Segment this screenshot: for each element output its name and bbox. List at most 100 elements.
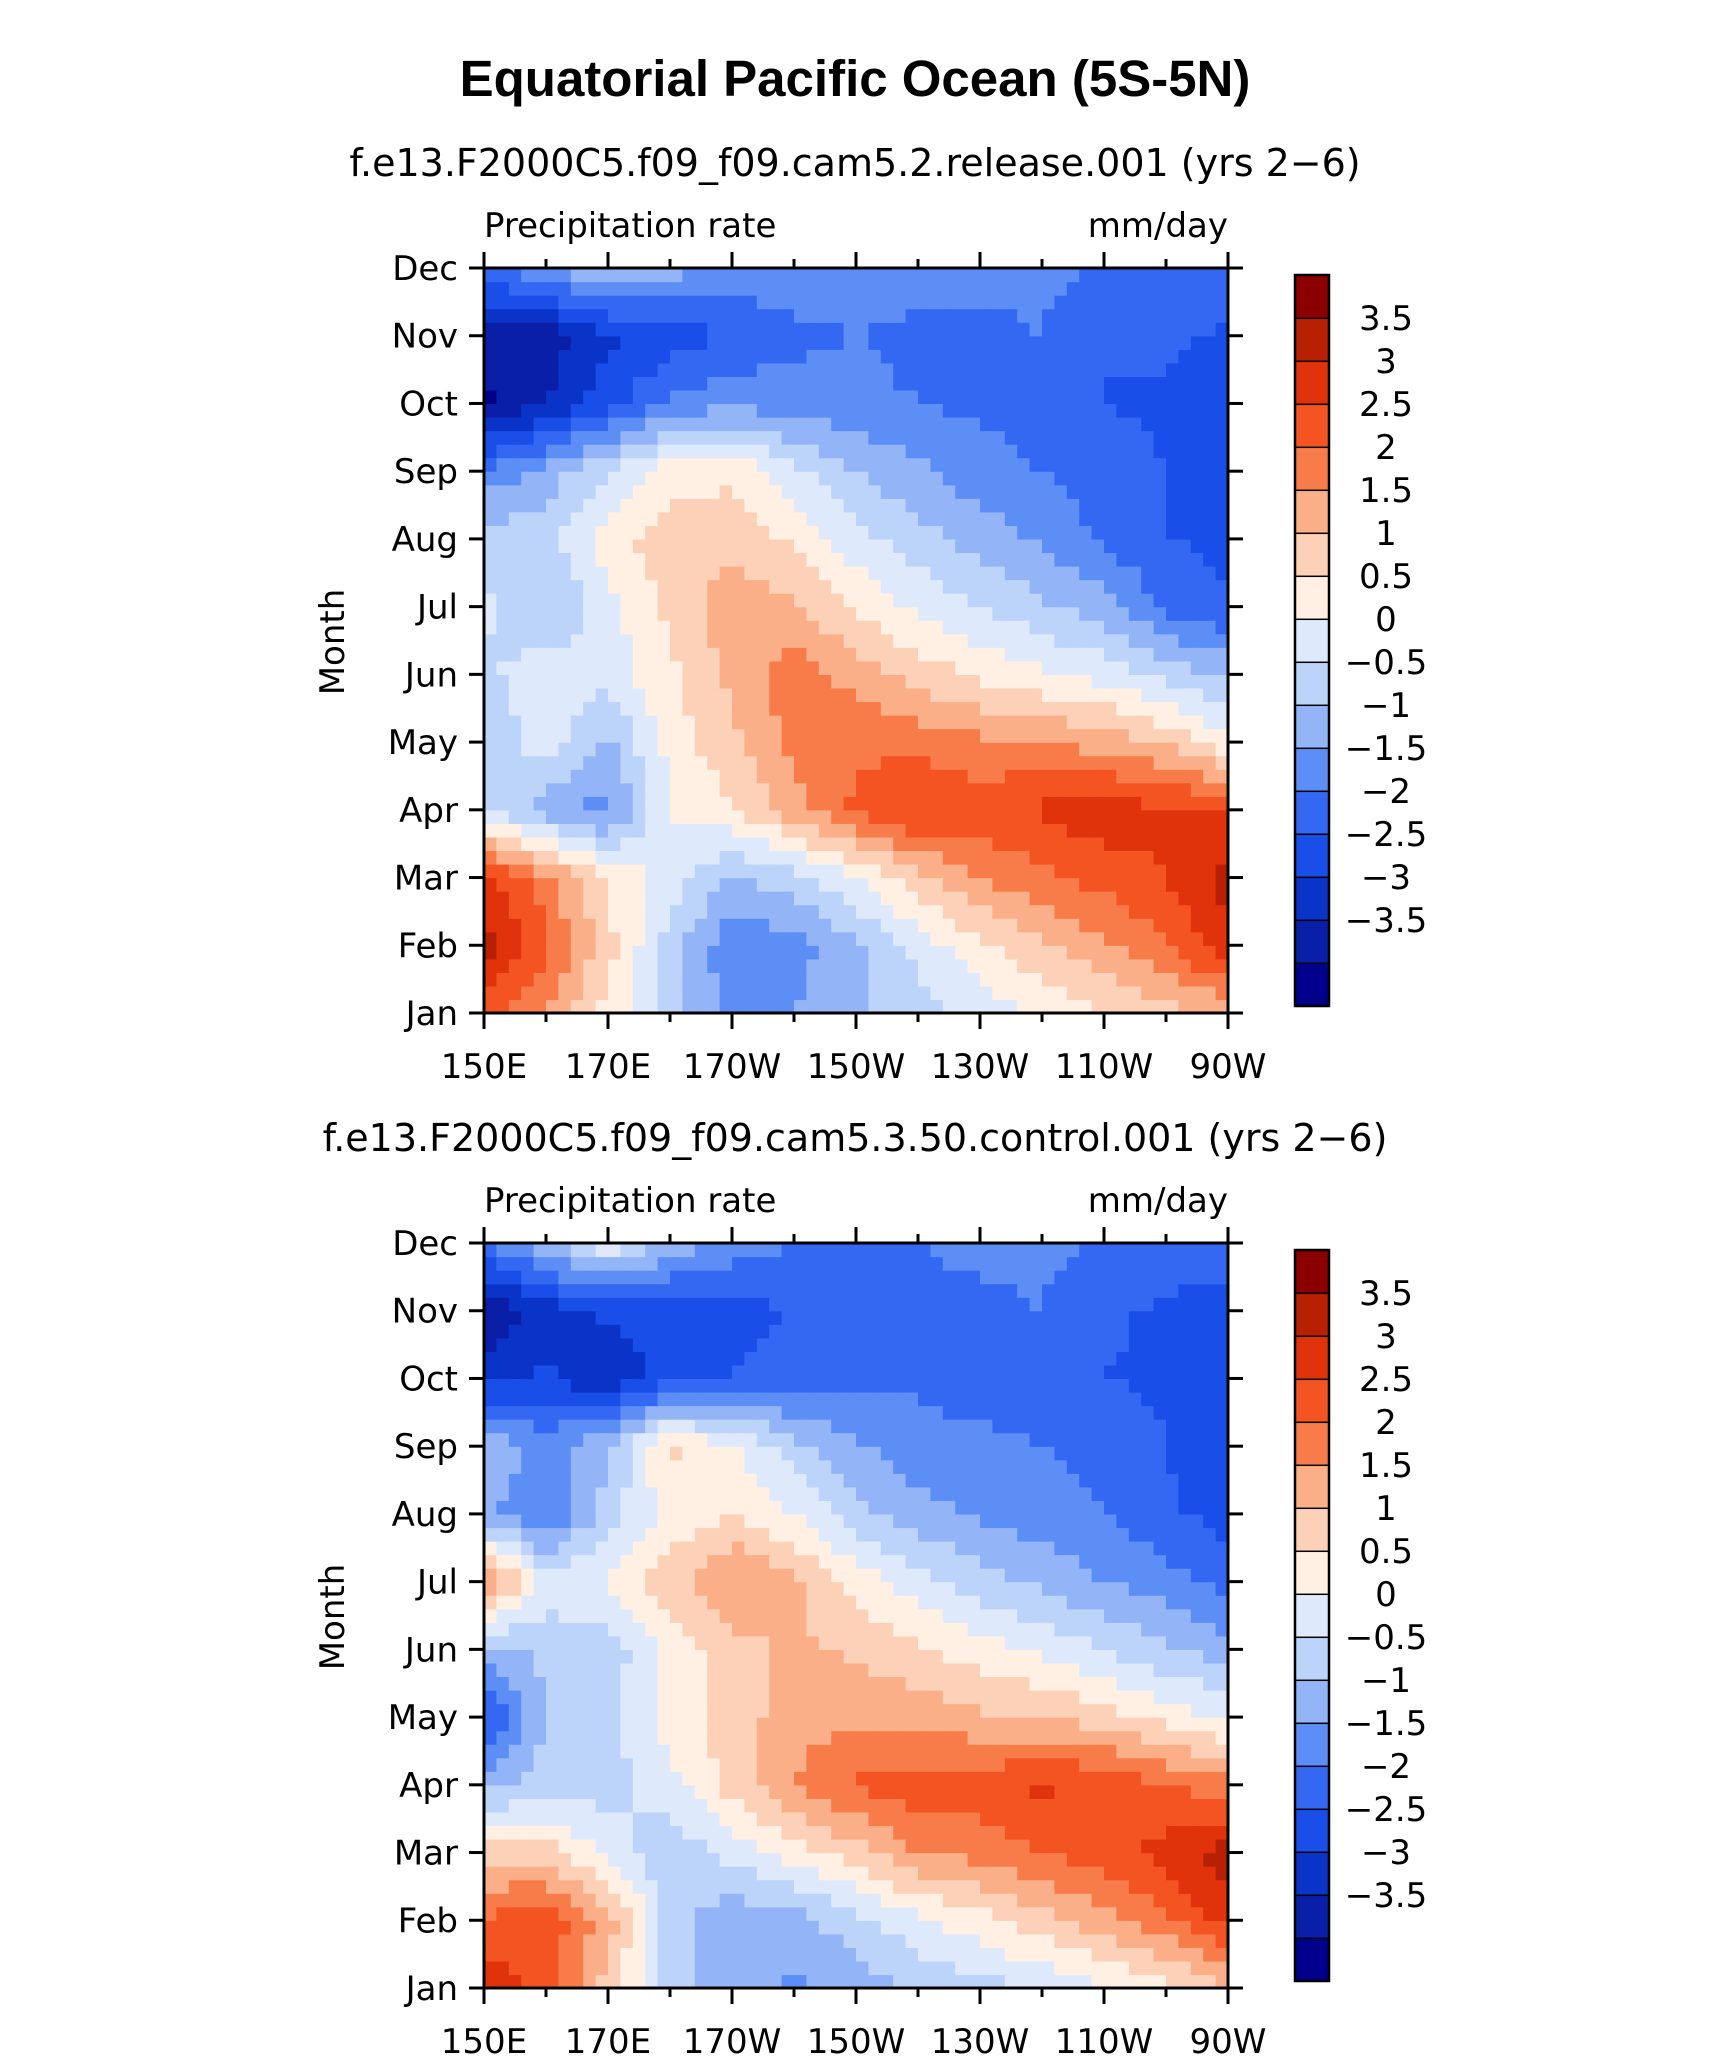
heatmap-cell bbox=[1178, 1811, 1192, 1827]
heatmap-cell bbox=[732, 1744, 745, 1759]
heatmap-cell bbox=[905, 1730, 919, 1745]
heatmap-cell bbox=[496, 362, 510, 377]
heatmap-cell bbox=[843, 1717, 857, 1732]
heatmap-cell bbox=[570, 958, 584, 973]
heatmap-cell bbox=[744, 1974, 758, 1989]
heatmap-cell bbox=[831, 1635, 845, 1650]
heatmap-cell bbox=[831, 782, 845, 797]
heatmap-cell bbox=[508, 1879, 522, 1894]
heatmap-cell bbox=[856, 674, 869, 689]
heatmap-cell bbox=[1017, 1866, 1031, 1881]
heatmap-cell bbox=[905, 796, 919, 811]
heatmap-cell bbox=[508, 918, 522, 933]
heatmap-cell bbox=[893, 1690, 907, 1705]
heatmap-cell bbox=[632, 1798, 646, 1813]
heatmap-cell bbox=[1079, 674, 1093, 689]
heatmap-cell bbox=[1166, 715, 1179, 730]
heatmap-cell bbox=[756, 1974, 770, 1989]
heatmap-cell bbox=[781, 1947, 795, 1962]
heatmap-cell bbox=[980, 1784, 993, 1799]
heatmap-cell bbox=[980, 579, 993, 594]
heatmap-cell bbox=[521, 1757, 535, 1772]
heatmap-cell bbox=[856, 647, 869, 662]
heatmap-cell bbox=[1190, 891, 1204, 906]
heatmap-cell bbox=[645, 606, 659, 621]
heatmap-cell bbox=[533, 972, 547, 987]
heatmap-cell bbox=[682, 335, 696, 350]
heatmap-cell bbox=[942, 782, 956, 797]
heatmap-cell bbox=[980, 1920, 993, 1935]
heatmap-cell bbox=[992, 1825, 1006, 1840]
heatmap-cell bbox=[1116, 985, 1130, 1001]
heatmap-cell bbox=[1079, 985, 1093, 1001]
heatmap-cell bbox=[670, 1920, 683, 1935]
heatmap-cell bbox=[893, 403, 907, 418]
heatmap-cell bbox=[1190, 579, 1204, 594]
heatmap-cell bbox=[645, 728, 659, 743]
heatmap-cell bbox=[533, 660, 547, 675]
heatmap-cell bbox=[1203, 742, 1217, 757]
heatmap-cell bbox=[818, 335, 832, 350]
heatmap-cell bbox=[992, 1811, 1006, 1827]
y-tick-label: Mar bbox=[394, 859, 458, 899]
heatmap-cell bbox=[905, 647, 919, 662]
heatmap-cell bbox=[831, 579, 845, 594]
heatmap-cell bbox=[632, 850, 646, 865]
heatmap-cell bbox=[831, 417, 845, 432]
heatmap-cell bbox=[905, 362, 919, 377]
heatmap-cell bbox=[558, 850, 572, 865]
heatmap-cell bbox=[1066, 782, 1080, 797]
heatmap-cell bbox=[1017, 742, 1031, 757]
heatmap-cell bbox=[818, 403, 832, 418]
heatmap-cell bbox=[1042, 891, 1055, 906]
heatmap-cell bbox=[682, 430, 696, 445]
heatmap-cell bbox=[1203, 891, 1217, 906]
heatmap-cell bbox=[992, 1798, 1006, 1813]
heatmap-cell bbox=[608, 444, 621, 459]
heatmap-cell bbox=[632, 444, 646, 459]
heatmap-cell bbox=[1054, 1879, 1068, 1894]
heatmap-cell bbox=[682, 850, 696, 865]
heatmap-cell bbox=[1203, 484, 1217, 499]
heatmap-cell bbox=[694, 769, 708, 784]
heatmap-cell bbox=[781, 430, 795, 445]
heatmap-cell bbox=[694, 1662, 708, 1678]
heatmap-cell bbox=[893, 268, 907, 283]
heatmap-cell bbox=[905, 715, 919, 730]
heatmap-cell bbox=[1128, 647, 1142, 662]
y-tick-label: May bbox=[388, 723, 458, 763]
heatmap-cell bbox=[893, 1811, 907, 1827]
heatmap-cell bbox=[632, 403, 646, 418]
heatmap-cell bbox=[1004, 457, 1018, 472]
heatmap-cell bbox=[1128, 335, 1142, 350]
colorbar-label: 2 bbox=[1375, 428, 1397, 468]
heatmap-cell bbox=[794, 823, 807, 838]
heatmap-cell bbox=[880, 1744, 894, 1759]
heatmap-cell bbox=[583, 891, 597, 906]
heatmap-cell bbox=[570, 1622, 584, 1637]
heatmap-cell bbox=[905, 1649, 919, 1664]
heatmap-cell bbox=[1178, 620, 1192, 635]
heatmap-cell bbox=[595, 1947, 609, 1962]
heatmap-cell bbox=[818, 1906, 832, 1921]
heatmap-cell bbox=[980, 918, 993, 933]
heatmap-cell bbox=[1203, 674, 1217, 689]
heatmap-cell bbox=[1091, 579, 1105, 594]
heatmap-cell bbox=[831, 701, 845, 716]
heatmap-cell bbox=[918, 268, 931, 283]
heatmap-cell bbox=[843, 606, 857, 621]
heatmap-cell bbox=[1042, 349, 1055, 364]
heatmap-cell bbox=[508, 755, 522, 770]
heatmap-cell bbox=[856, 1974, 869, 1989]
heatmap-cell bbox=[657, 877, 671, 892]
heatmap-cell bbox=[707, 1798, 721, 1813]
heatmap-cell bbox=[992, 281, 1006, 296]
heatmap-cell bbox=[843, 1730, 857, 1745]
heatmap-cell bbox=[595, 836, 609, 852]
heatmap-cell bbox=[546, 742, 559, 757]
heatmap-cell bbox=[1104, 1906, 1117, 1921]
heatmap-cell bbox=[1190, 1703, 1204, 1718]
heatmap-cell bbox=[484, 1906, 497, 1921]
heatmap-cell bbox=[918, 647, 931, 662]
heatmap-cell bbox=[1042, 1852, 1055, 1867]
